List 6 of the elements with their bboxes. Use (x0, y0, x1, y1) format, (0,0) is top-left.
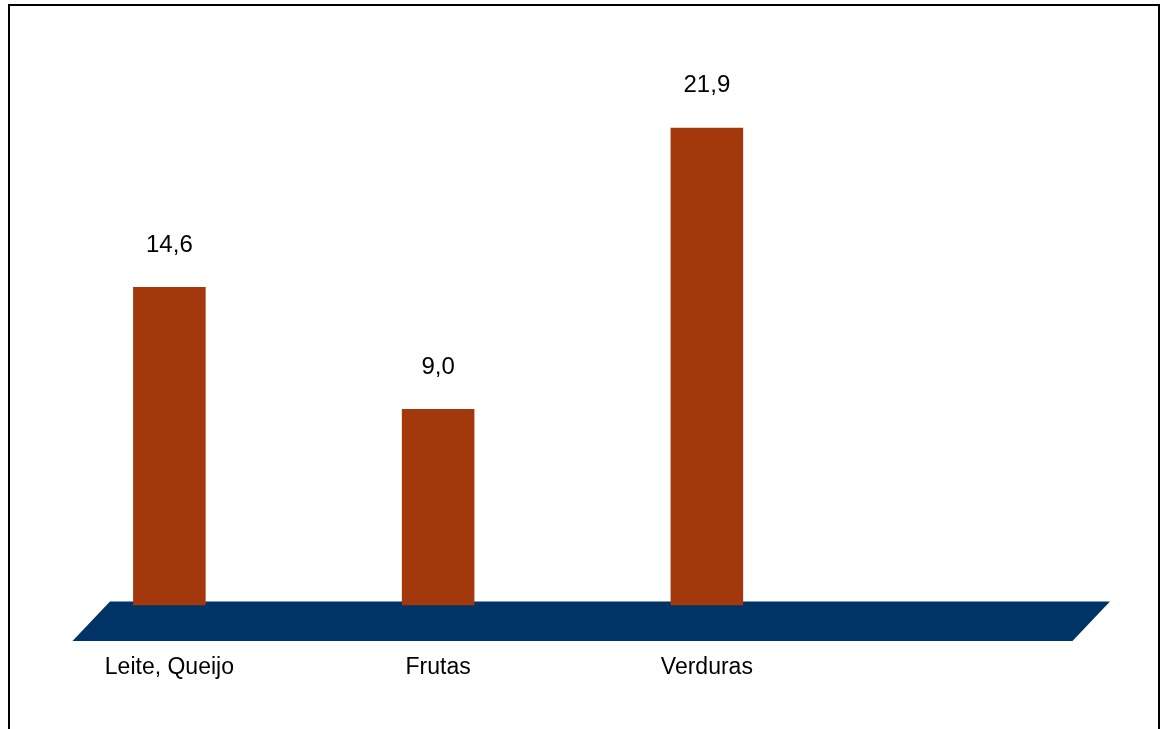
x-tick-label: Verduras (660, 652, 753, 679)
x-tick-label: Frutas (405, 652, 471, 679)
data-label: 21,9 (683, 70, 731, 98)
data-label: 14,6 (146, 229, 193, 257)
data-label: 9,0 (421, 351, 455, 379)
x-tick-label: Leite, Queijo (104, 652, 234, 679)
